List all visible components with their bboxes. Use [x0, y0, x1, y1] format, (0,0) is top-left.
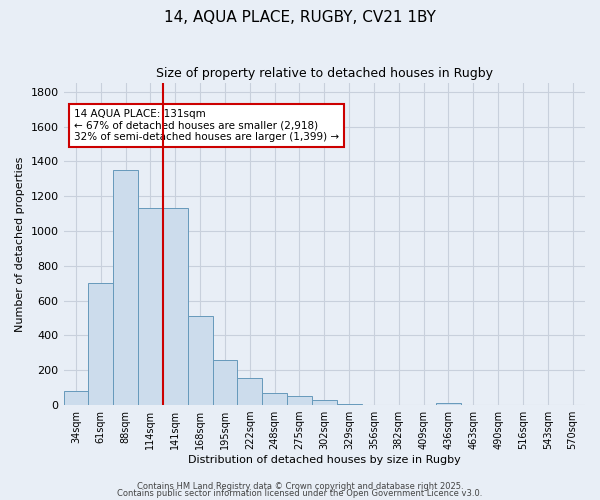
Text: 14 AQUA PLACE: 131sqm
← 67% of detached houses are smaller (2,918)
32% of semi-d: 14 AQUA PLACE: 131sqm ← 67% of detached …	[74, 109, 339, 142]
Bar	[287, 396, 312, 405]
Text: Contains public sector information licensed under the Open Government Licence v3: Contains public sector information licen…	[118, 489, 482, 498]
Bar	[138, 208, 163, 405]
Bar	[88, 283, 113, 405]
Text: Contains HM Land Registry data © Crown copyright and database right 2025.: Contains HM Land Registry data © Crown c…	[137, 482, 463, 491]
Title: Size of property relative to detached houses in Rugby: Size of property relative to detached ho…	[156, 68, 493, 80]
Bar	[312, 400, 337, 405]
Bar	[64, 391, 88, 405]
Bar	[212, 360, 238, 405]
X-axis label: Distribution of detached houses by size in Rugby: Distribution of detached houses by size …	[188, 455, 461, 465]
Bar	[262, 393, 287, 405]
Bar	[113, 170, 138, 405]
Bar	[163, 208, 188, 405]
Bar	[436, 404, 461, 405]
Bar	[337, 404, 362, 405]
Bar	[238, 378, 262, 405]
Bar	[188, 316, 212, 405]
Text: 14, AQUA PLACE, RUGBY, CV21 1BY: 14, AQUA PLACE, RUGBY, CV21 1BY	[164, 10, 436, 25]
Y-axis label: Number of detached properties: Number of detached properties	[15, 156, 25, 332]
